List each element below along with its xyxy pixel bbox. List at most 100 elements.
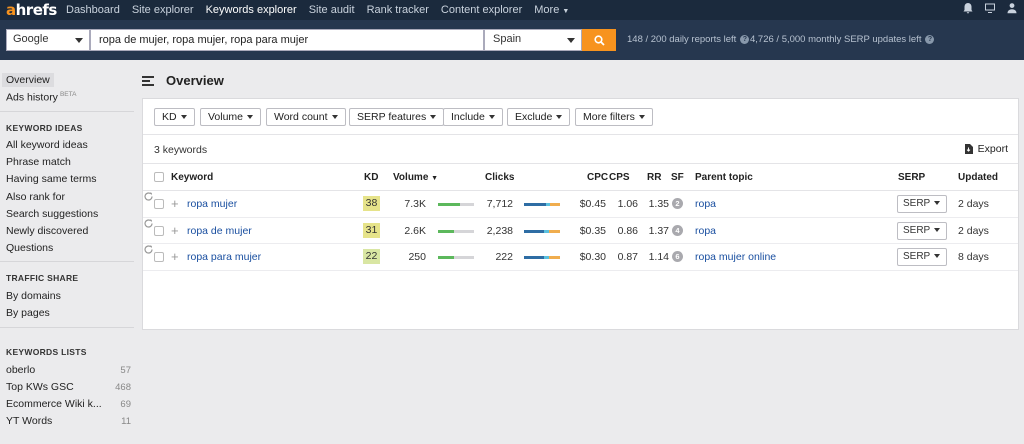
search-engine-value: Google — [13, 33, 49, 45]
filter-kd-button[interactable]: KD — [154, 108, 195, 126]
sidebar-item-all-keyword-ideas[interactable]: All keyword ideas — [6, 139, 88, 151]
nav-more-label: More — [534, 4, 560, 16]
col-updated[interactable]: Updated — [958, 172, 998, 183]
add-to-list-icon[interactable]: + — [171, 196, 179, 211]
col-sf[interactable]: SF — [671, 172, 684, 183]
list-count: 69 — [120, 399, 131, 410]
divider — [0, 327, 134, 328]
sidebar-item-newly-discovered[interactable]: Newly discovered — [6, 225, 89, 237]
filter-exclude-button[interactable]: Exclude — [507, 108, 571, 126]
sidebar-item-ads-history[interactable]: Ads history BETA — [6, 91, 76, 104]
nav-rank-tracker[interactable]: Rank tracker — [366, 4, 429, 16]
col-label: Volume — [393, 172, 429, 183]
logo-a: a — [6, 1, 16, 19]
ahrefs-logo[interactable]: ahrefs — [6, 1, 66, 19]
sidebar-item-overview[interactable]: Overview — [2, 73, 54, 87]
results-panel: KD Volume Word count SERP features Inclu… — [142, 98, 1019, 330]
keywords-input[interactable] — [90, 29, 484, 51]
refresh-icon[interactable] — [143, 218, 154, 229]
col-cps[interactable]: CPS — [609, 172, 630, 183]
main-content: Overview KD Volume Word count SERP featu… — [134, 60, 1024, 444]
beta-badge: BETA — [59, 91, 77, 98]
bell-icon[interactable] — [962, 2, 974, 14]
caret-down-icon — [430, 115, 437, 120]
info-icon[interactable]: ? — [925, 35, 935, 44]
col-kd[interactable]: KD — [364, 172, 379, 183]
col-parent-topic[interactable]: Parent topic — [695, 172, 753, 183]
filter-include-button[interactable]: Include — [443, 108, 503, 126]
col-clicks[interactable]: Clicks — [485, 172, 515, 183]
parent-topic-link[interactable]: ropa — [695, 224, 717, 237]
sidebar-list-oberlo[interactable]: oberlo — [6, 364, 36, 376]
search-engine-select[interactable]: Google — [6, 29, 90, 51]
keyword-link[interactable]: ropa de mujer — [187, 224, 252, 237]
volume-value: 250 — [408, 251, 426, 263]
serp-dropdown-button[interactable]: SERP — [897, 248, 947, 266]
sidebar-item-also-rank-for[interactable]: Also rank for — [6, 191, 65, 203]
refresh-icon[interactable] — [143, 191, 154, 202]
keyword-link[interactable]: ropa mujer — [187, 198, 238, 210]
filter-label: KD — [162, 111, 177, 123]
filter-volume-button[interactable]: Volume — [200, 108, 262, 126]
row-checkbox[interactable] — [154, 199, 164, 209]
export-button[interactable]: Export — [964, 143, 1008, 155]
rr-value: 1.35 — [648, 198, 669, 210]
sidebar-list-yt-words[interactable]: YT Words — [6, 415, 53, 427]
parent-topic-link[interactable]: ropa — [695, 198, 717, 210]
info-icon[interactable]: ? — [740, 35, 750, 44]
serp-features-badge[interactable]: 2 — [672, 198, 683, 209]
nav-keywords-explorer[interactable]: Keywords explorer — [205, 4, 297, 16]
serp-dropdown-button[interactable]: SERP — [897, 221, 947, 240]
filter-more-button[interactable]: More filters — [575, 108, 653, 126]
col-keyword[interactable]: Keyword — [171, 172, 214, 183]
filter-label: SERP features — [357, 111, 427, 123]
menu-icon[interactable] — [142, 76, 154, 86]
serp-updates-quota: 4,726 / 5,000 monthly SERP updates left? — [750, 34, 935, 45]
filter-serp-features-button[interactable]: SERP features — [349, 108, 445, 126]
sidebar-list-ecommerce-wiki[interactable]: Ecommerce Wiki k... — [6, 398, 102, 410]
nav-content-explorer[interactable]: Content explorer — [440, 4, 523, 16]
count-bar: 3 keywords Export — [143, 135, 1018, 164]
col-rr[interactable]: RR — [647, 172, 662, 183]
filter-label: Exclude — [515, 111, 553, 123]
search-button[interactable] — [582, 29, 616, 51]
add-to-list-icon[interactable]: + — [171, 222, 179, 238]
nav-more[interactable]: More ▼ — [534, 4, 569, 16]
section-title-keywords-lists: KEYWORDS LISTS — [6, 347, 87, 357]
refresh-icon[interactable] — [143, 244, 154, 255]
sidebar-item-questions[interactable]: Questions — [6, 242, 54, 254]
sidebar-list-top-kws-gsc[interactable]: Top KWs GSC — [6, 381, 74, 393]
sidebar-item-by-pages[interactable]: By pages — [6, 307, 50, 319]
serp-features-badge[interactable]: 4 — [672, 224, 683, 236]
sidebar-item-having-same-terms[interactable]: Having same terms — [6, 173, 97, 185]
row-checkbox[interactable] — [154, 252, 164, 262]
volume-bar — [438, 256, 474, 259]
add-to-list-icon[interactable]: + — [171, 249, 179, 264]
col-cpc[interactable]: CPC — [587, 172, 609, 183]
country-select[interactable]: Spain — [484, 29, 582, 51]
cps-value: 0.87 — [617, 251, 638, 263]
monitor-icon[interactable] — [984, 2, 996, 14]
keyword-link[interactable]: ropa para mujer — [187, 251, 262, 263]
filter-word-count-button[interactable]: Word count — [266, 108, 346, 126]
serp-dropdown-button[interactable]: SERP — [897, 195, 947, 213]
nav-dashboard[interactable]: Dashboard — [66, 4, 120, 16]
select-all-checkbox[interactable] — [154, 172, 164, 182]
user-icon[interactable] — [1006, 2, 1018, 14]
row-checkbox[interactable] — [154, 225, 164, 236]
filter-label: Include — [451, 111, 485, 123]
nav-site-audit[interactable]: Site audit — [308, 4, 355, 16]
serp-features-badge[interactable]: 6 — [672, 251, 683, 262]
col-volume[interactable]: Volume ▼ — [393, 172, 438, 183]
nav-site-explorer[interactable]: Site explorer — [131, 4, 194, 16]
updated-value: 2 days — [958, 224, 989, 237]
serp-updates-text: 4,726 / 5,000 monthly SERP updates left — [750, 34, 922, 45]
sidebar-item-search-suggestions[interactable]: Search suggestions — [6, 208, 99, 220]
clicks-value: 7,712 — [486, 198, 513, 210]
cps-value: 1.06 — [617, 198, 638, 210]
sidebar-item-by-domains[interactable]: By domains — [6, 290, 61, 302]
page-title: Overview — [166, 73, 224, 88]
parent-topic-link[interactable]: ropa mujer online — [695, 251, 777, 263]
filter-label: Volume — [208, 111, 244, 123]
sidebar-item-phrase-match[interactable]: Phrase match — [6, 156, 71, 168]
